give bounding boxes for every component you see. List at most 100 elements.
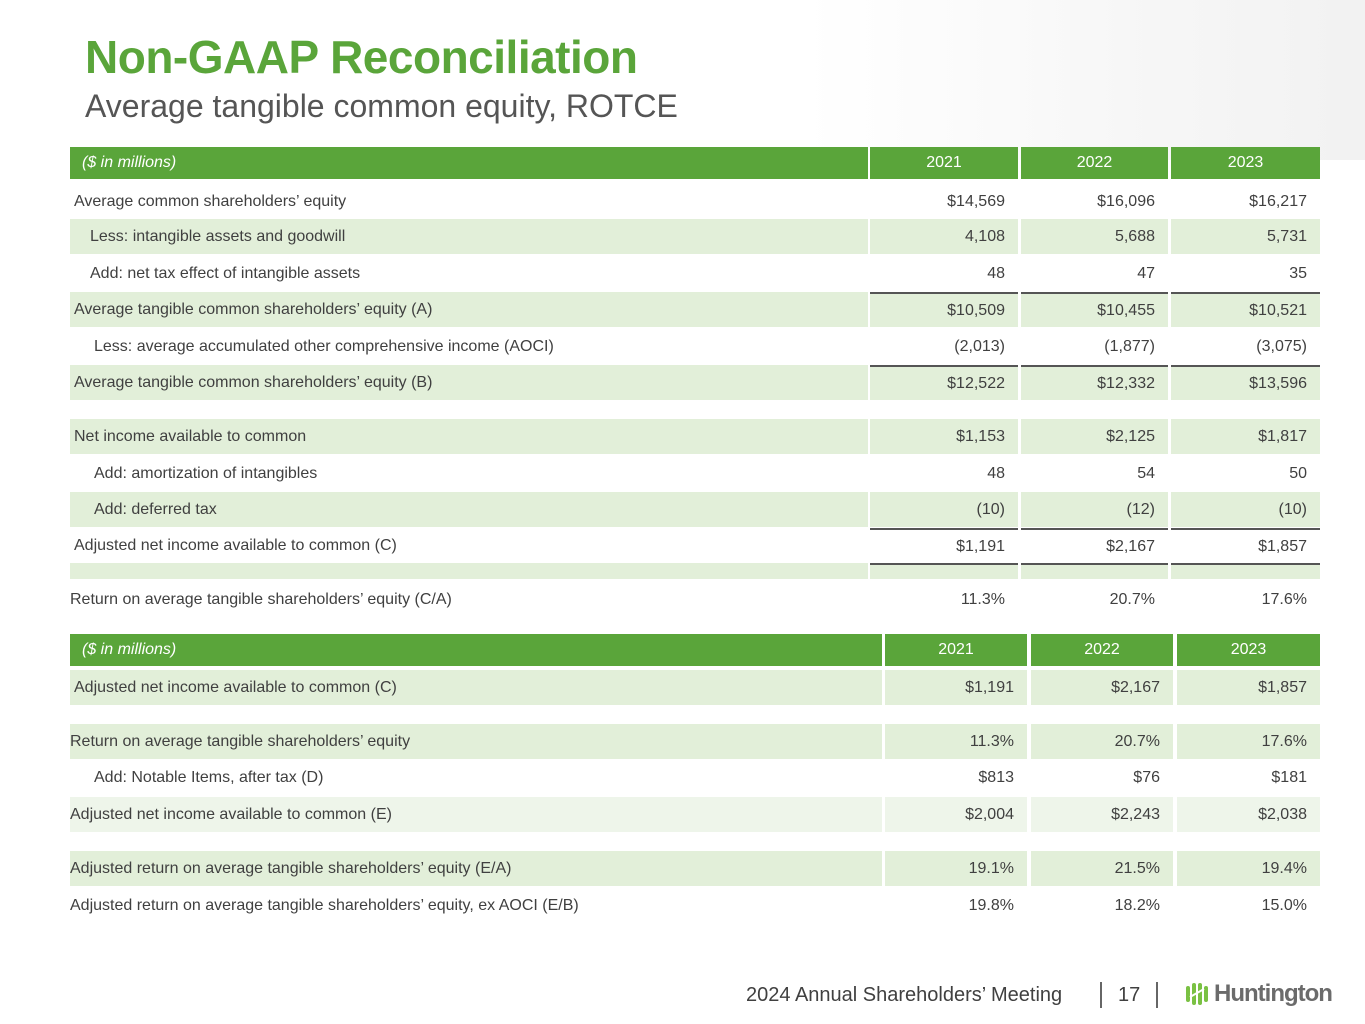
- footer-divider: [1156, 982, 1158, 1008]
- row-value: $813: [885, 760, 1027, 795]
- spacer-cell: [1171, 563, 1320, 579]
- row-value: 19.1%: [885, 851, 1027, 886]
- row-value: 35: [1171, 256, 1320, 291]
- spacer-cell: [70, 833, 882, 851]
- row-label: Less: intangible assets and goodwill: [70, 219, 868, 254]
- spacer-cell: [1177, 833, 1320, 851]
- spacer-cell: [870, 563, 1018, 579]
- row-value: 20.7%: [1031, 724, 1173, 759]
- row-value: $2,004: [885, 797, 1027, 832]
- spacer-cell: [870, 401, 1018, 419]
- spacer-cell: [1021, 401, 1168, 419]
- row-value: (1,877): [1021, 329, 1168, 364]
- spacer-cell: [1031, 833, 1173, 851]
- row-value: $1,857: [1177, 670, 1320, 705]
- column-header-year: 2023: [1177, 634, 1320, 666]
- row-label: Adjusted return on average tangible shar…: [70, 851, 882, 886]
- row-value: $12,332: [1021, 365, 1168, 400]
- row-value: 48: [870, 456, 1018, 491]
- row-value: $2,125: [1021, 419, 1168, 454]
- row-value: $10,455: [1021, 292, 1168, 327]
- row-label: Add: net tax effect of intangible assets: [70, 256, 868, 291]
- row-value: 20.7%: [1021, 582, 1168, 617]
- row-value: (3,075): [1171, 329, 1320, 364]
- spacer-cell: [1177, 706, 1320, 724]
- footer-divider: [1100, 982, 1102, 1008]
- row-value: 11.3%: [870, 582, 1018, 617]
- row-value: $16,217: [1171, 184, 1320, 219]
- huntington-logo: Huntington: [1184, 980, 1333, 1008]
- spacer-cell: [1031, 706, 1173, 724]
- spacer-cell: [1021, 563, 1168, 579]
- row-value: $76: [1031, 760, 1173, 795]
- row-label: Add: Notable Items, after tax (D): [70, 760, 882, 795]
- page-title: Non-GAAP Reconciliation: [85, 31, 638, 83]
- row-value: 11.3%: [885, 724, 1027, 759]
- row-value: $2,038: [1177, 797, 1320, 832]
- row-value: $2,243: [1031, 797, 1173, 832]
- spacer-cell: [70, 563, 868, 579]
- column-header-year: 2022: [1021, 147, 1168, 179]
- row-value: $2,167: [1021, 528, 1168, 563]
- row-label: Adjusted net income available to common …: [70, 670, 882, 705]
- spacer-cell: [885, 706, 1027, 724]
- row-value: $1,857: [1171, 528, 1320, 563]
- logo-mark-icon: [1186, 983, 1208, 1005]
- row-label: Return on average tangible shareholders’…: [70, 724, 882, 759]
- row-value: 5,688: [1021, 219, 1168, 254]
- row-value: $1,153: [870, 419, 1018, 454]
- row-value: $14,569: [870, 184, 1018, 219]
- footer-meeting: 2024 Annual Shareholders’ Meeting: [746, 984, 1063, 1006]
- row-value: $16,096: [1021, 184, 1168, 219]
- column-header-year: 2022: [1031, 634, 1173, 666]
- row-value: 21.5%: [1031, 851, 1173, 886]
- row-label: Net income available to common: [70, 419, 868, 454]
- row-value: 19.8%: [885, 888, 1027, 923]
- row-value: $13,596: [1171, 365, 1320, 400]
- page-number: 17: [1118, 984, 1141, 1006]
- row-label: Adjusted net income available to common …: [70, 797, 882, 832]
- row-label: Average common shareholders’ equity: [70, 184, 868, 219]
- column-header-units: ($ in millions): [70, 634, 882, 666]
- column-header-year: 2021: [885, 634, 1027, 666]
- row-value: $2,167: [1031, 670, 1173, 705]
- row-value: 54: [1021, 456, 1168, 491]
- row-value: 50: [1171, 456, 1320, 491]
- background-pattern: [805, 0, 1365, 160]
- row-value: (2,013): [870, 329, 1018, 364]
- row-label: Adjusted net income available to common …: [70, 528, 868, 563]
- spacer-cell: [1171, 401, 1320, 419]
- row-value: 17.6%: [1171, 582, 1320, 617]
- row-value: 5,731: [1171, 219, 1320, 254]
- row-label: Average tangible common shareholders’ eq…: [70, 292, 868, 327]
- row-value: $1,191: [870, 528, 1018, 563]
- row-value: (12): [1021, 492, 1168, 527]
- row-value: $10,509: [870, 292, 1018, 327]
- row-label: Less: average accumulated other comprehe…: [70, 329, 868, 364]
- row-value: $1,191: [885, 670, 1027, 705]
- row-value: 48: [870, 256, 1018, 291]
- row-label: Average tangible common shareholders’ eq…: [70, 365, 868, 400]
- row-value: 17.6%: [1177, 724, 1320, 759]
- spacer-cell: [70, 706, 882, 724]
- row-value: 15.0%: [1177, 888, 1320, 923]
- row-value: 47: [1021, 256, 1168, 291]
- row-value: 18.2%: [1031, 888, 1173, 923]
- row-value: $10,521: [1171, 292, 1320, 327]
- column-header-units: ($ in millions): [70, 147, 868, 179]
- column-header-year: 2023: [1171, 147, 1320, 179]
- row-label: Add: amortization of intangibles: [70, 456, 868, 491]
- row-value: $12,522: [870, 365, 1018, 400]
- row-value: 4,108: [870, 219, 1018, 254]
- column-header-year: 2021: [870, 147, 1018, 179]
- row-label: Adjusted return on average tangible shar…: [70, 888, 882, 923]
- row-value: $181: [1177, 760, 1320, 795]
- page-subtitle: Average tangible common equity, ROTCE: [85, 88, 678, 124]
- spacer-cell: [70, 401, 868, 419]
- row-label: Return on average tangible shareholders’…: [70, 582, 868, 617]
- row-label: Add: deferred tax: [70, 492, 868, 527]
- spacer-cell: [885, 833, 1027, 851]
- row-value: (10): [1171, 492, 1320, 527]
- row-value: 19.4%: [1177, 851, 1320, 886]
- row-value: $1,817: [1171, 419, 1320, 454]
